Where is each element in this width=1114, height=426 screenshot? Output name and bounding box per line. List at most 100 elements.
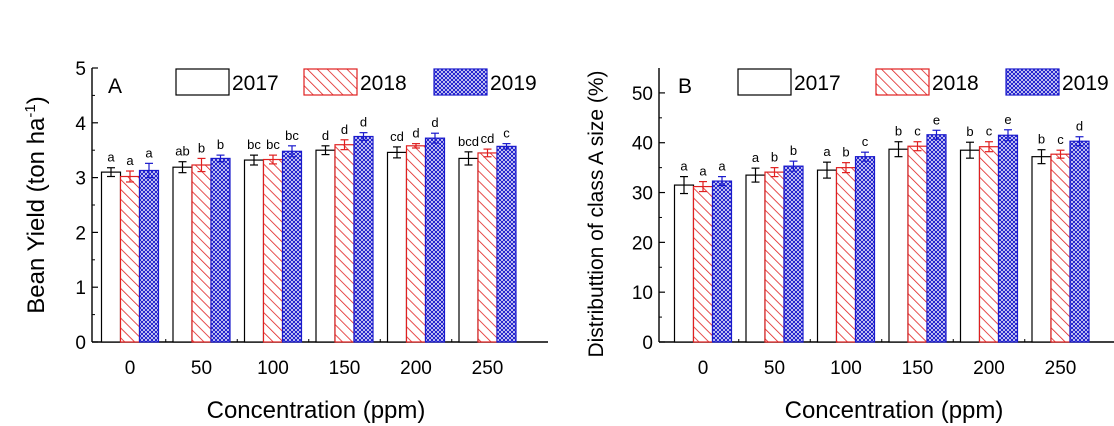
bar-a-2017-150 bbox=[315, 149, 336, 343]
x-tick-label-b: 200 bbox=[973, 358, 1005, 379]
y-axis-label-b: Distributtion of class A size (%) bbox=[585, 70, 608, 357]
y-tick-label-a: 3 bbox=[75, 169, 86, 190]
y-axis-label-a-sup: -1 bbox=[22, 104, 39, 117]
bar-a-2017-250 bbox=[458, 157, 479, 343]
significance-letter-b: a bbox=[699, 164, 707, 179]
x-tick-label-a: 250 bbox=[472, 358, 504, 379]
bar-a-2018-100 bbox=[262, 158, 284, 343]
y-axis-label-a-tail: ) bbox=[23, 96, 50, 104]
x-tick-label-a: 150 bbox=[329, 358, 361, 379]
x-tick-label-b: 50 bbox=[764, 358, 785, 379]
bar-b-2018-100 bbox=[835, 167, 857, 343]
legend-swatch-b-2019 bbox=[1005, 68, 1060, 96]
legend-label-b-2018: 2018 bbox=[932, 72, 979, 95]
y-tick-label-b: 50 bbox=[632, 84, 653, 105]
y-tick-label-b: 20 bbox=[632, 233, 653, 254]
y-tick-label-a: 1 bbox=[75, 278, 86, 299]
legend-a: 2017 2018 2019 bbox=[175, 68, 537, 96]
panel-label-a: A bbox=[108, 75, 122, 98]
bar-a-2019-250 bbox=[496, 145, 517, 343]
y-tick-label-a: 2 bbox=[75, 223, 86, 244]
bar-a-2018-0 bbox=[119, 175, 141, 343]
significance-letter-b: c bbox=[986, 124, 993, 139]
bar-b-2017-200 bbox=[959, 149, 981, 343]
significance-letter-b: a bbox=[718, 159, 726, 174]
significance-letter-b: a bbox=[823, 144, 831, 159]
legend-label-b-2017: 2017 bbox=[794, 72, 841, 95]
bar-b-2018-250 bbox=[1050, 153, 1071, 343]
significance-letter-a: cd bbox=[390, 129, 404, 144]
bar-a-2019-200 bbox=[424, 137, 446, 343]
bar-b-2019-200 bbox=[997, 134, 1019, 343]
x-tick-label-a: 200 bbox=[400, 358, 432, 379]
significance-letter-b: c bbox=[1057, 132, 1064, 147]
significance-letter-a: bc bbox=[266, 137, 280, 152]
x-tick-label-a: 0 bbox=[125, 358, 136, 379]
x-tick-label-b: 250 bbox=[1045, 358, 1077, 379]
bar-b-2018-150 bbox=[907, 145, 928, 343]
bar-b-2019-150 bbox=[926, 134, 947, 343]
x-tick-label-b: 100 bbox=[830, 358, 862, 379]
significance-letter-a: bcd bbox=[458, 134, 479, 149]
bar-b-2017-250 bbox=[1031, 156, 1052, 343]
significance-letter-a: bc bbox=[285, 128, 299, 143]
x-tick-label-a: 50 bbox=[191, 358, 212, 379]
significance-letter-b: b bbox=[771, 150, 778, 165]
bar-b-2017-0 bbox=[673, 184, 695, 343]
significance-letter-b: d bbox=[1076, 119, 1083, 134]
legend-label-a-2019: 2019 bbox=[490, 72, 537, 95]
significance-letter-a: bc bbox=[247, 137, 261, 152]
significance-letter-a: d bbox=[431, 115, 438, 130]
significance-letter-a: cd bbox=[481, 131, 495, 146]
significance-letter-a: d bbox=[360, 115, 367, 130]
y-axis-label-a: Bean Yield (ton ha-1) bbox=[22, 96, 50, 314]
significance-letter-b: b bbox=[842, 145, 849, 160]
bar-b-2019-50 bbox=[783, 165, 804, 343]
bar-b-2017-100 bbox=[816, 169, 838, 343]
y-tick-label-b: 0 bbox=[642, 333, 653, 354]
significance-letter-b: b bbox=[790, 143, 797, 158]
significance-letter-b: a bbox=[752, 150, 760, 165]
bar-a-2017-0 bbox=[100, 171, 122, 343]
y-tick-label-a: 5 bbox=[75, 59, 86, 80]
significance-letter-b: b bbox=[895, 124, 902, 139]
legend-swatch-a-2017 bbox=[175, 68, 230, 96]
significance-letter-b: a bbox=[680, 159, 688, 174]
bar-b-2018-0 bbox=[692, 185, 714, 343]
bar-b-2017-150 bbox=[888, 148, 909, 343]
significance-letter-b: c bbox=[862, 134, 869, 149]
x-tick-label-b: 150 bbox=[902, 358, 934, 379]
bar-b-2019-0 bbox=[711, 180, 733, 343]
significance-letter-b: e bbox=[1004, 112, 1011, 127]
bar-a-2019-50 bbox=[210, 157, 231, 343]
legend-swatch-b-2017 bbox=[737, 68, 792, 96]
significance-letter-a: d bbox=[341, 122, 348, 137]
significance-letter-b: b bbox=[1038, 132, 1045, 147]
y-tick-label-b: 10 bbox=[632, 283, 653, 304]
legend-label-a-2017: 2017 bbox=[232, 72, 279, 95]
significance-letter-a: b bbox=[198, 140, 205, 155]
bar-b-2017-50 bbox=[745, 174, 766, 343]
x-tick-label-b: 0 bbox=[698, 358, 709, 379]
legend-label-a-2018: 2018 bbox=[360, 72, 407, 95]
bar-a-2017-50 bbox=[172, 166, 193, 343]
bar-a-2019-150 bbox=[353, 135, 374, 343]
bar-b-2019-100 bbox=[854, 156, 876, 343]
legend-swatch-b-2018 bbox=[875, 68, 930, 96]
y-tick-label-a: 0 bbox=[75, 333, 86, 354]
significance-letter-a: ab bbox=[175, 144, 189, 159]
bar-a-2018-200 bbox=[405, 145, 427, 343]
significance-letter-a: d bbox=[412, 126, 419, 141]
x-tick-label-a: 100 bbox=[257, 358, 289, 379]
y-tick-label-b: 40 bbox=[632, 134, 653, 155]
bar-b-2018-200 bbox=[978, 146, 1000, 343]
bar-a-2019-100 bbox=[281, 150, 303, 343]
bar-a-2018-50 bbox=[191, 164, 212, 343]
panel-label-b: B bbox=[678, 75, 692, 98]
x-axis-label-a: Concentration (ppm) bbox=[207, 397, 426, 424]
